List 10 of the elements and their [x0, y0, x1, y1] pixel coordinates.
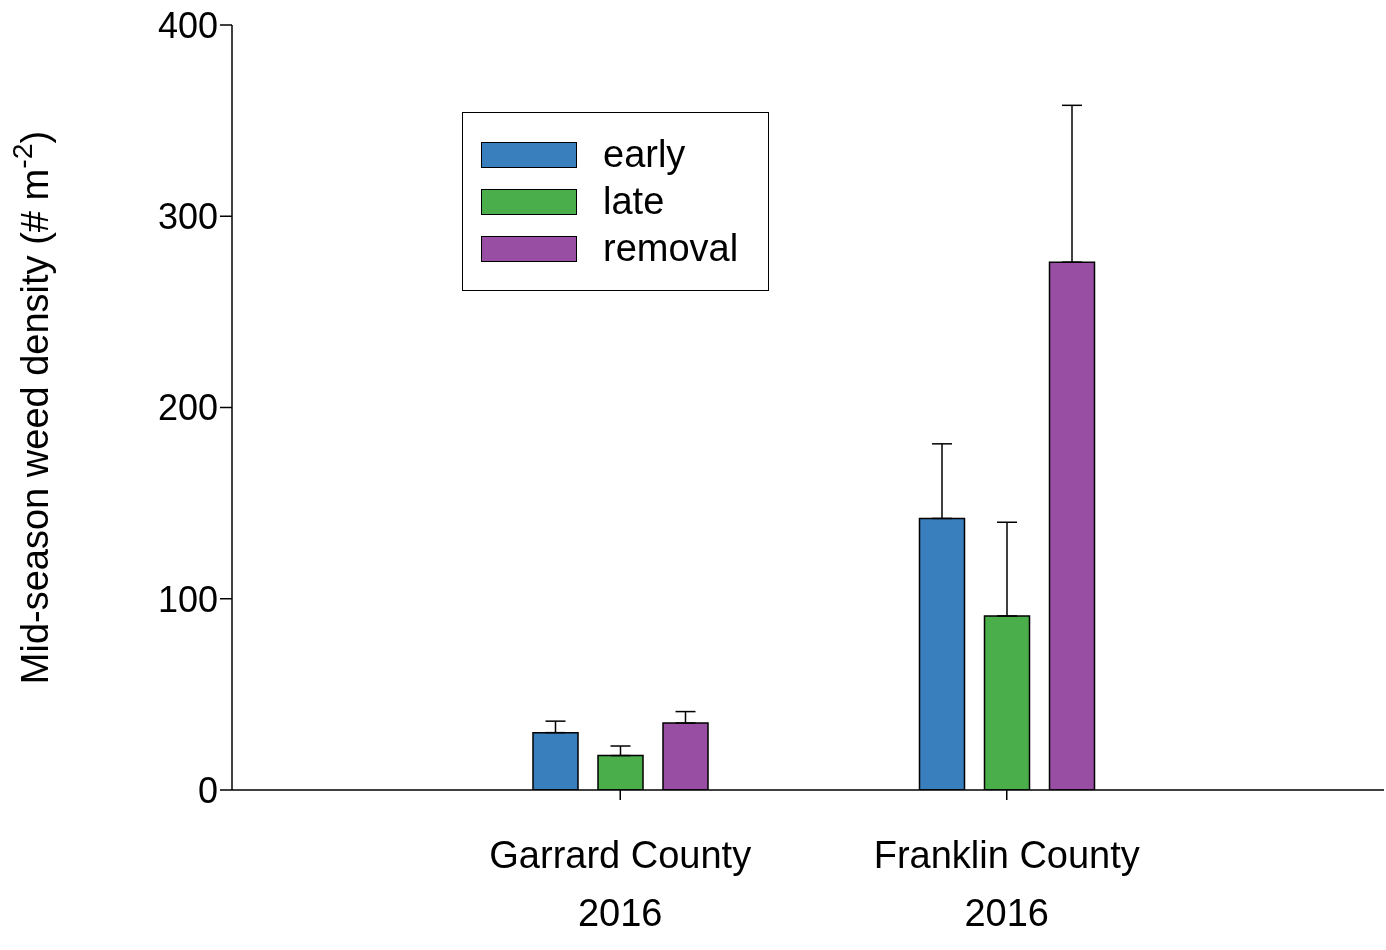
y-tick-label: 400	[157, 4, 218, 46]
legend-label: removal	[603, 227, 739, 270]
x-tick-label: Garrard County 2016	[489, 834, 752, 934]
x-tick-label: Franklin County 2016	[873, 834, 1140, 934]
y-tick-label: 200	[157, 387, 218, 429]
y-tick-label: 0	[197, 769, 218, 811]
y-tick-label: 100	[157, 578, 218, 620]
legend-label: late	[603, 180, 665, 223]
y-tick-label: 300	[157, 196, 218, 238]
legend-label: early	[603, 133, 686, 176]
